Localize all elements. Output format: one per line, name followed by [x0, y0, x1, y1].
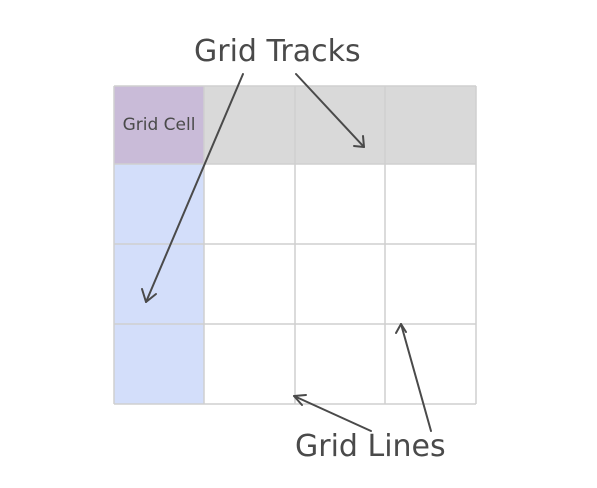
arrow-tracks-to-row	[295, 73, 365, 148]
grid-lines	[113, 85, 477, 405]
arrows	[141, 73, 432, 432]
arrow-lines-to-bottom	[293, 394, 372, 432]
arrow-lines-to-vertical	[395, 323, 432, 432]
grid-cell-label: Grid Cell	[122, 115, 196, 135]
grid-tracks-label: Grid Tracks	[194, 34, 361, 69]
grid-lines-label: Grid Lines	[295, 429, 446, 464]
arrow-tracks-to-column	[141, 73, 244, 303]
grid-cell-highlight	[114, 86, 204, 164]
